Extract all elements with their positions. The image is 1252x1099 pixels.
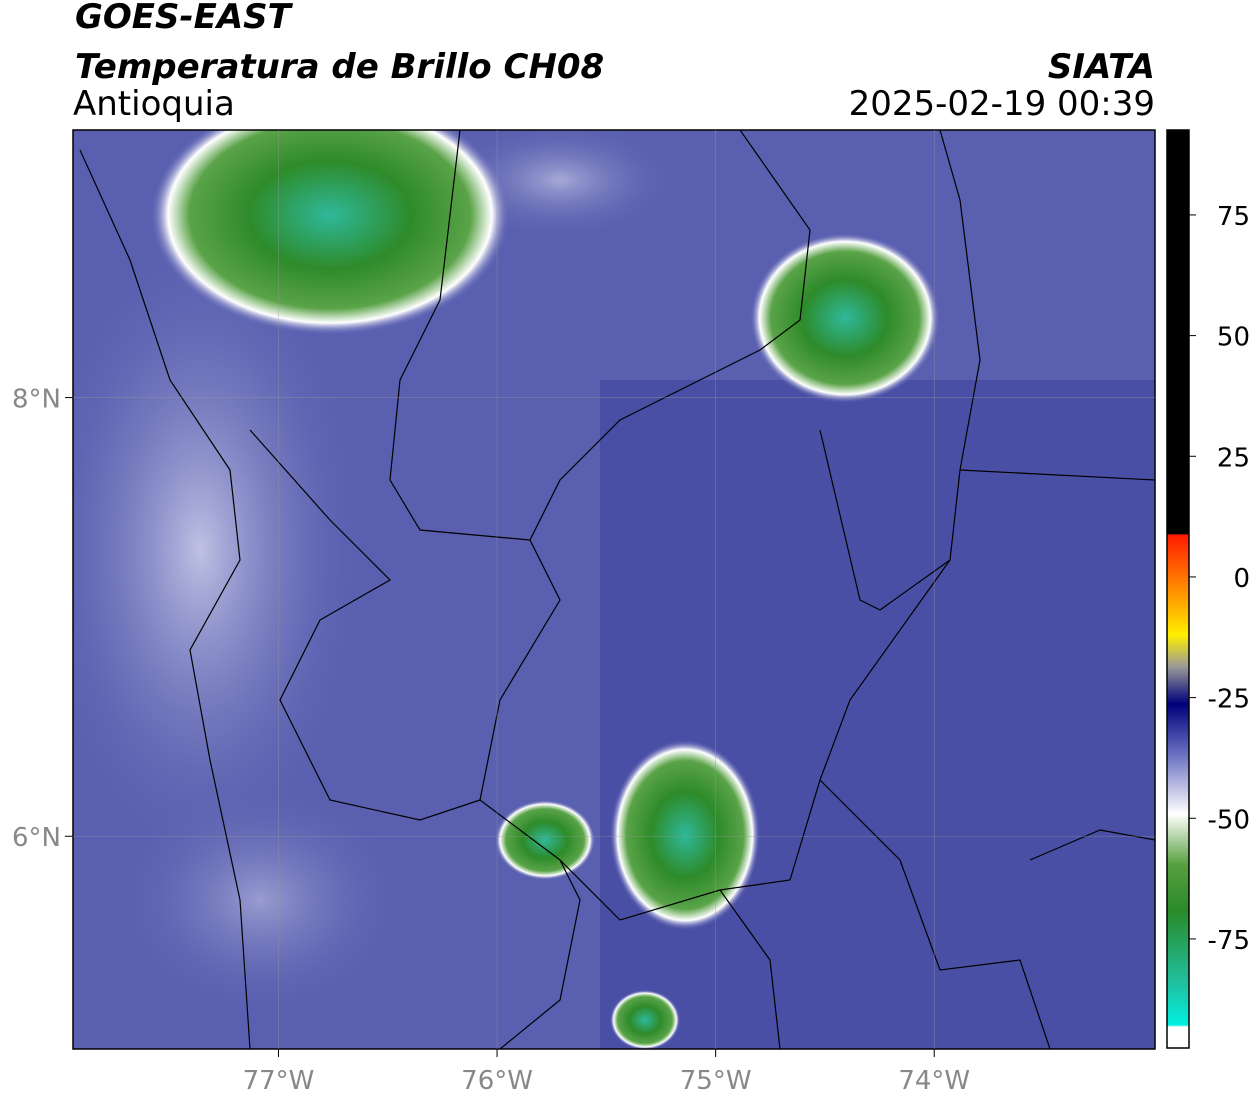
subtitle: Temperatura de Brillo CH08 — [75, 47, 604, 87]
region: Antioquia — [73, 84, 235, 124]
colorbar-tick-label: 25 — [1217, 443, 1250, 473]
x-tick-label: 77°W — [243, 1066, 315, 1096]
colorbar-tick-label: -50 — [1208, 805, 1250, 835]
colorbar-tick-label: 50 — [1217, 323, 1250, 353]
x-tick-label: 75°W — [680, 1066, 752, 1096]
x-tick-label: 74°W — [898, 1066, 970, 1096]
colorbar-tick-label: -75 — [1208, 926, 1250, 956]
map-frame — [72, 129, 1156, 1050]
colorbar — [1166, 129, 1190, 1049]
satellite-image — [73, 130, 1155, 1049]
colorbar-tick-label: 75 — [1217, 202, 1250, 232]
y-tick-label: 8°N — [12, 385, 61, 415]
datetime: 2025-02-19 00:39 — [849, 84, 1155, 124]
title: GOES-EAST — [75, 0, 294, 37]
colorbar-tick-label: -25 — [1208, 685, 1250, 715]
y-tick-label: 6°N — [12, 823, 61, 853]
source: SIATA — [1048, 47, 1155, 87]
colorbar-tick-label: 0 — [1233, 564, 1250, 594]
x-tick-label: 76°W — [461, 1066, 533, 1096]
